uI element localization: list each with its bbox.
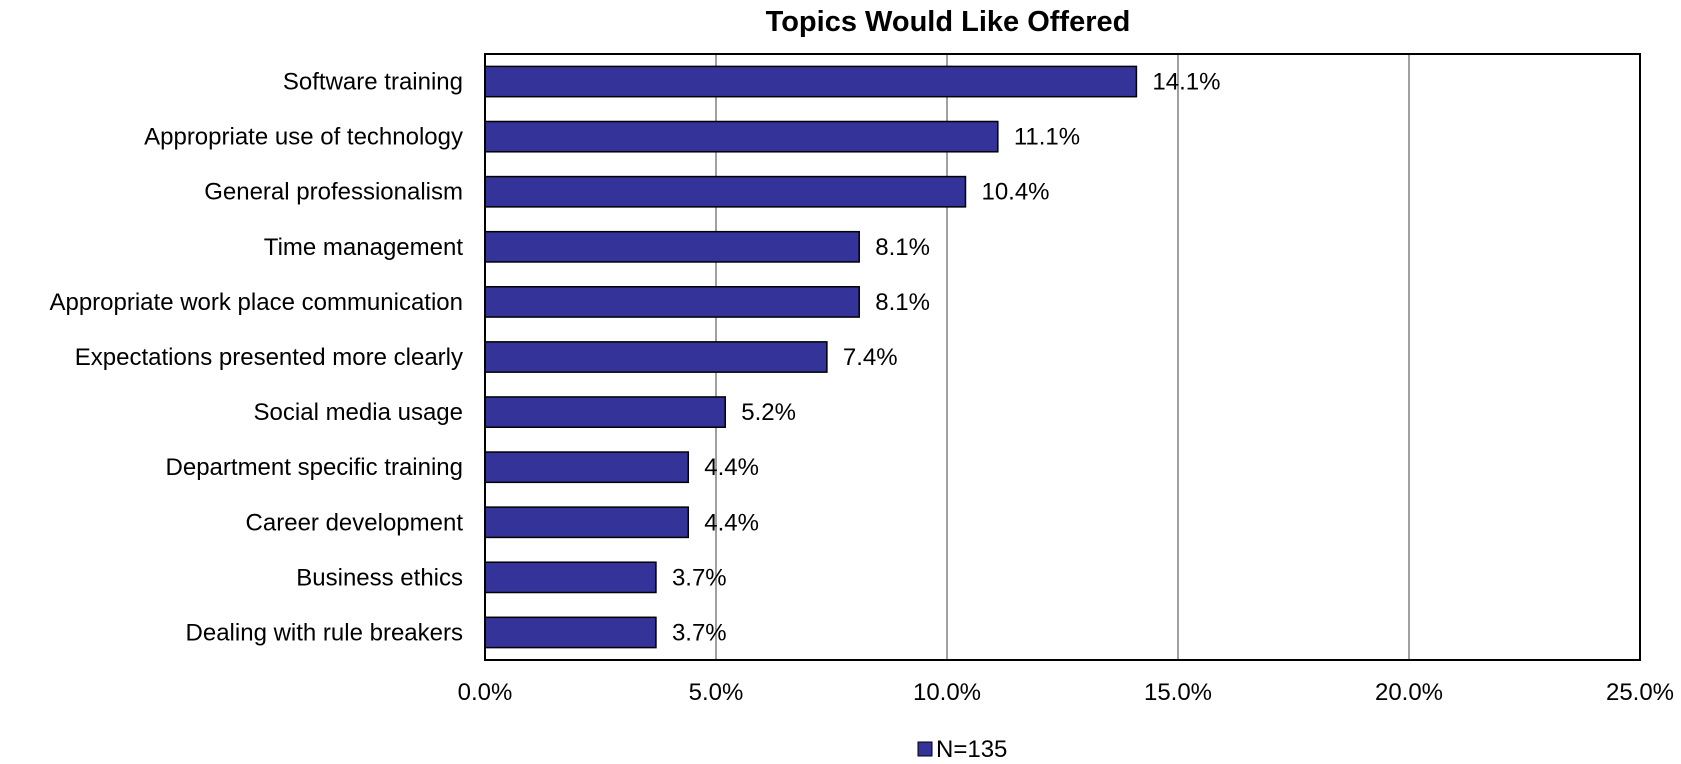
legend-label: N=135 [936, 736, 1007, 763]
category-label: Business ethics [296, 564, 463, 591]
category-label: General professionalism [204, 179, 463, 206]
data-label: 4.4% [704, 454, 759, 481]
data-labels: 14.1% 11.1% 10.4% 8.1% 8.1% 7.4% 5.2% 4.4% 4.4% 3… [672, 69, 1221, 647]
legend-swatch [917, 741, 933, 757]
bar [484, 396, 726, 428]
bar [484, 120, 999, 153]
plot-area-frame [484, 53, 1641, 661]
category-label: Department specific training [166, 454, 463, 481]
bar [484, 175, 967, 208]
bar [484, 506, 690, 539]
category-label: Expectations presented more clearly [75, 344, 463, 371]
category-label: Time management [264, 234, 464, 261]
data-label: 3.7% [672, 564, 727, 591]
data-label: 11.1% [1014, 124, 1080, 151]
bar [484, 561, 657, 594]
category-label: Appropriate use of technology [144, 124, 463, 151]
bar [484, 616, 657, 649]
x-tick-label: 10.0% [913, 679, 981, 706]
data-label: 7.4% [843, 344, 898, 371]
bar [484, 286, 860, 318]
data-label: 10.4% [981, 179, 1049, 206]
data-label: 14.1% [1152, 69, 1220, 96]
bars [484, 65, 1138, 649]
bar [484, 341, 828, 373]
x-tick-label: 5.0% [689, 679, 744, 706]
legend: N=135 [917, 736, 1007, 763]
category-label: Appropriate work place communication [49, 289, 463, 316]
x-axis-tick-labels: 0.0% 5.0% 10.0% 15.0% 20.0% 25.0% [458, 679, 1674, 706]
category-label: Career development [246, 509, 464, 536]
x-tick-label: 25.0% [1606, 679, 1674, 706]
data-label: 3.7% [672, 619, 727, 646]
category-label: Dealing with rule breakers [186, 619, 463, 646]
category-label: Software training [283, 69, 463, 96]
x-tick-label: 15.0% [1144, 679, 1212, 706]
category-labels: Software training Appropriate use of tech… [49, 69, 463, 647]
bar [484, 230, 860, 263]
bar [484, 65, 1138, 98]
bar [484, 451, 690, 484]
data-label: 8.1% [875, 234, 930, 261]
x-tick-label: 20.0% [1375, 679, 1443, 706]
chart-title: Topics Would Like Offered [766, 6, 1131, 38]
data-label: 8.1% [875, 289, 930, 316]
category-label: Social media usage [254, 399, 463, 426]
data-label: 4.4% [704, 509, 759, 536]
x-tick-label: 0.0% [458, 679, 513, 706]
data-label: 5.2% [741, 399, 796, 426]
